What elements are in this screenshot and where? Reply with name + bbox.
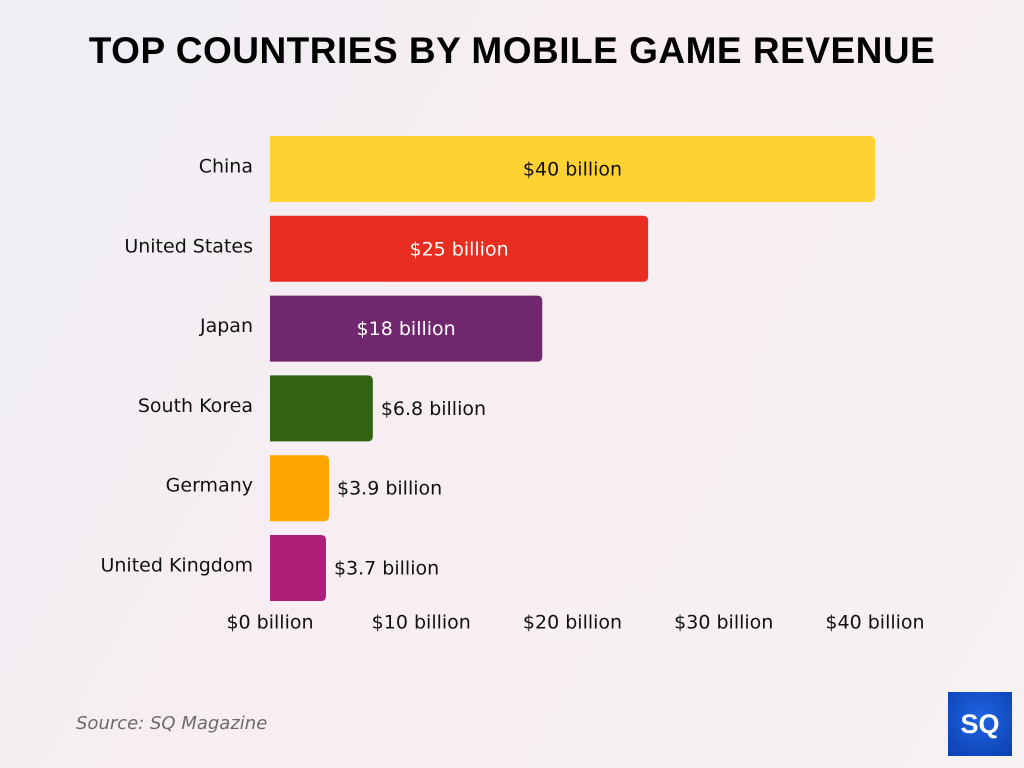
x-tick-label: $40 billion (825, 612, 924, 634)
category-label: Japan (199, 315, 253, 337)
category-label: United Kingdom (100, 555, 253, 577)
category-label: Germany (166, 475, 253, 497)
data-label: $3.9 billion (337, 478, 442, 500)
source-note: Source: SQ Magazine (76, 713, 268, 734)
x-tick-label: $0 billion (226, 612, 313, 634)
x-tick-label: $30 billion (674, 612, 773, 634)
bar-united-states (270, 215, 649, 282)
bar-south-korea (270, 375, 373, 442)
sq-logo: SQ (948, 692, 1012, 756)
data-label: $40 billion (523, 159, 622, 181)
x-tick-label: $20 billion (523, 612, 622, 634)
category-label: South Korea (138, 395, 253, 417)
bar-united-kingdom (270, 535, 326, 601)
data-label: $3.7 billion (334, 558, 439, 580)
data-label: $18 billion (357, 318, 456, 340)
category-label: China (199, 156, 253, 178)
data-label: $6.8 billion (381, 398, 486, 420)
x-tick-label: $10 billion (372, 612, 471, 634)
bar-china (270, 136, 875, 202)
data-label: $25 billion (409, 238, 508, 260)
bar-germany (270, 455, 329, 522)
category-label: United States (124, 235, 253, 257)
chart-title: TOP COUNTRIES BY MOBILE GAME REVENUE (88, 30, 936, 71)
bar-japan (270, 295, 543, 362)
